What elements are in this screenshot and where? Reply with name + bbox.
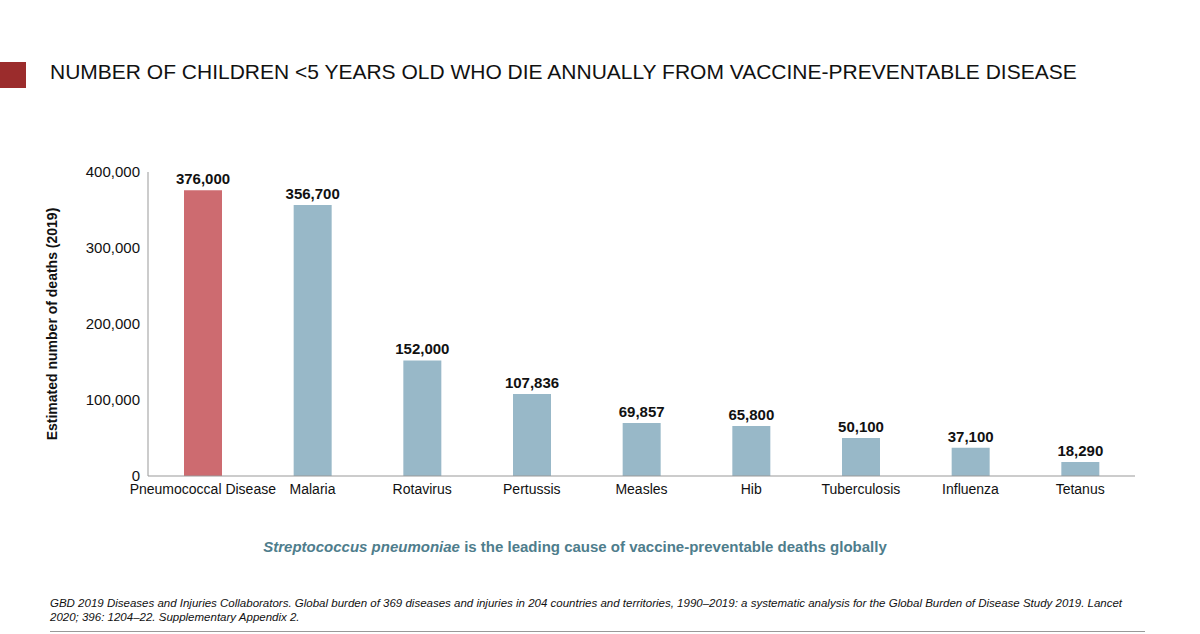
svg-text:100,000: 100,000 [86,391,140,408]
svg-text:152,000: 152,000 [395,340,449,357]
html-text:GBD 2019 Diseases and Injuries: GBD 2019 Diseases and Injuries Collabora… [50,597,1122,623]
svg-text:Hib: Hib [741,481,762,497]
svg-text:0: 0 [132,467,140,484]
svg-text:Measles: Measles [615,481,667,497]
svg-text:Influenza: Influenza [942,481,999,497]
svg-text:356,700: 356,700 [286,185,340,202]
html-text:Streptococcus pneumoniae is th: Streptococcus pneumoniae is the leading … [263,538,887,555]
html-text:NUMBER OF CHILDREN <5 YEARS OL: NUMBER OF CHILDREN <5 YEARS OLD WHO DIE … [50,60,1077,83]
svg-text:400,000: 400,000 [86,163,140,180]
svg-text:Tuberculosis: Tuberculosis [821,481,900,497]
svg-text:Tetanus: Tetanus [1056,481,1105,497]
svg-text:65,800: 65,800 [728,406,774,423]
svg-text:Rotavirus: Rotavirus [393,481,452,497]
svg-text:50,100: 50,100 [838,418,884,435]
svg-text:37,100: 37,100 [948,428,994,445]
svg-text:Estimated number of deaths (20: Estimated number of deaths (2019) [44,208,60,441]
svg-text:69,857: 69,857 [619,403,665,420]
svg-text:18,290: 18,290 [1057,442,1103,459]
svg-text:Pertussis: Pertussis [503,481,561,497]
svg-text:376,000: 376,000 [176,170,230,187]
svg-text:107,836: 107,836 [505,374,559,391]
svg-text:200,000: 200,000 [86,315,140,332]
svg-text:Pneumococcal Disease: Pneumococcal Disease [130,481,277,497]
svg-text:300,000: 300,000 [86,239,140,256]
svg-text:Malaria: Malaria [290,481,336,497]
